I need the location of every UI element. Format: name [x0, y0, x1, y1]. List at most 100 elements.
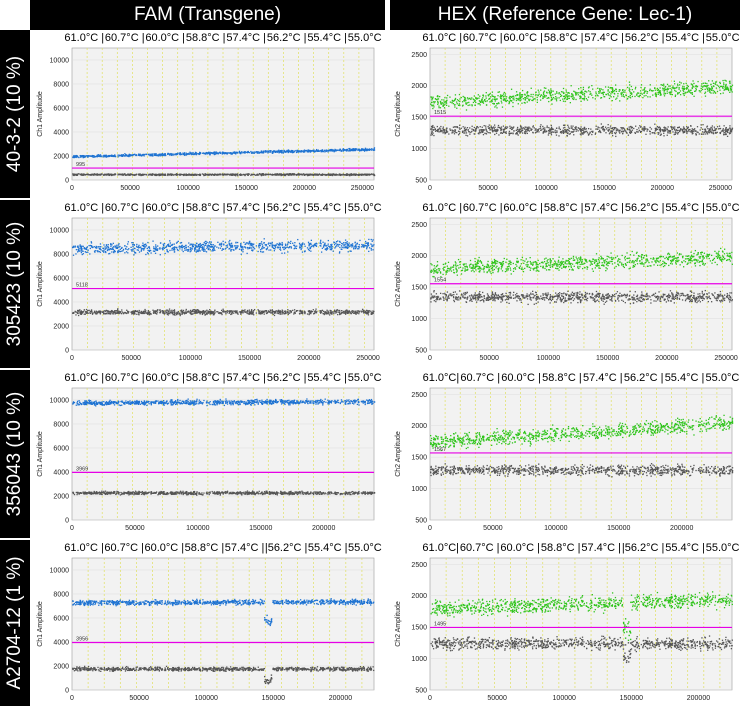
- droplet: [451, 129, 453, 131]
- droplet: [164, 154, 166, 157]
- droplet: [515, 91, 518, 93]
- droplet: [640, 125, 642, 128]
- droplet: [695, 87, 697, 90]
- droplet: [205, 312, 207, 314]
- droplet: [226, 152, 229, 155]
- droplet: [521, 89, 524, 92]
- droplet: [155, 174, 158, 177]
- droplet: [213, 173, 216, 175]
- droplet: [113, 174, 116, 176]
- droplet: [339, 246, 341, 249]
- droplet: [331, 148, 333, 151]
- droplet: [575, 126, 577, 129]
- droplet: [150, 153, 152, 155]
- droplet: [84, 313, 86, 315]
- droplet: [542, 125, 544, 128]
- droplet: [293, 309, 296, 311]
- temperature-labels: 61.0°C | 60.7°C | 60.0°C | 58.8°C | 57.4°C |…: [422, 32, 740, 48]
- droplet: [290, 173, 292, 175]
- droplet: [335, 173, 337, 175]
- droplet: [111, 309, 113, 312]
- droplet: [221, 313, 223, 316]
- droplet: [282, 310, 284, 312]
- droplet: [508, 134, 510, 136]
- droplet: [228, 152, 230, 154]
- droplet: [550, 124, 552, 127]
- droplet: [180, 313, 182, 315]
- droplet: [258, 312, 260, 315]
- droplet: [81, 253, 83, 256]
- droplet: [110, 174, 113, 177]
- droplet: [658, 132, 660, 134]
- droplet: [271, 243, 273, 245]
- droplet: [355, 173, 357, 175]
- droplet: [232, 152, 235, 154]
- droplet: [271, 241, 273, 244]
- droplet: [704, 133, 706, 135]
- droplet: [78, 173, 80, 175]
- droplet: [133, 313, 135, 315]
- droplet: [685, 88, 688, 90]
- droplet: [638, 127, 640, 129]
- droplet: [259, 310, 261, 312]
- droplet: [602, 127, 604, 129]
- droplet: [438, 131, 440, 133]
- temperature-label: 60.7°C |: [104, 202, 145, 214]
- droplet: [209, 310, 211, 312]
- droplet: [540, 129, 543, 131]
- droplet: [724, 86, 726, 88]
- droplet: [430, 103, 432, 105]
- droplet: [212, 311, 214, 314]
- droplet: [565, 129, 568, 131]
- droplet: [368, 148, 371, 150]
- droplet: [610, 127, 613, 130]
- temperature-label: 60.0°C |: [145, 202, 186, 214]
- droplet: [431, 130, 433, 133]
- droplet: [364, 244, 366, 246]
- droplet: [621, 89, 624, 92]
- droplet: [509, 100, 512, 102]
- droplet: [214, 151, 216, 153]
- droplet: [483, 129, 486, 131]
- droplet: [217, 173, 220, 176]
- droplet: [367, 174, 369, 176]
- droplet: [111, 173, 113, 176]
- droplet: [583, 99, 585, 101]
- droplet: [577, 127, 579, 129]
- droplet: [611, 131, 613, 133]
- droplet: [579, 91, 582, 94]
- y-tick-label: 2000: [411, 83, 427, 90]
- droplet: [648, 89, 651, 92]
- chart-r0-hex: 61.0°C | 60.7°C | 60.0°C | 58.8°C | 57.4°C |…: [392, 32, 740, 194]
- droplet: [130, 311, 132, 313]
- droplet: [262, 311, 265, 314]
- droplet: [592, 97, 594, 99]
- droplet: [121, 246, 123, 249]
- droplet: [217, 152, 220, 155]
- droplet: [556, 97, 558, 99]
- droplet: [505, 100, 507, 103]
- droplet: [179, 248, 181, 250]
- droplet: [232, 174, 234, 176]
- droplet: [524, 99, 527, 101]
- droplet: [663, 126, 665, 129]
- droplet: [151, 174, 153, 176]
- droplet: [262, 173, 265, 175]
- droplet: [456, 99, 459, 101]
- droplet: [524, 131, 526, 133]
- droplet: [521, 102, 523, 104]
- droplet: [654, 92, 657, 94]
- droplet: [551, 98, 553, 101]
- droplet: [287, 309, 289, 311]
- droplet: [128, 153, 131, 156]
- droplet: [552, 128, 554, 130]
- droplet: [633, 91, 635, 93]
- droplet: [512, 127, 514, 129]
- droplet: [291, 173, 294, 176]
- droplet: [490, 99, 493, 101]
- droplet: [277, 312, 280, 315]
- droplet: [663, 130, 665, 132]
- droplet: [91, 173, 94, 176]
- droplet: [466, 102, 469, 104]
- droplet: [209, 312, 211, 314]
